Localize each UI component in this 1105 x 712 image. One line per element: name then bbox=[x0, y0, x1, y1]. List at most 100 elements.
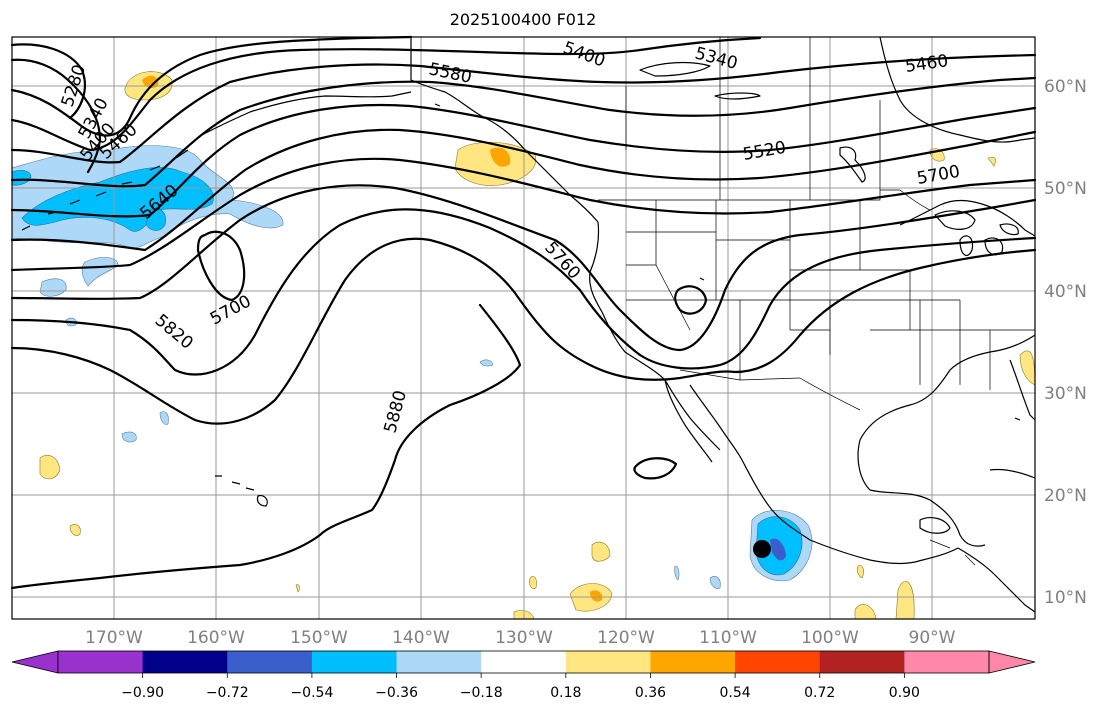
shade-orange-4 bbox=[590, 590, 603, 602]
contour-5880-w bbox=[10, 303, 522, 590]
coast-mexico-west bbox=[741, 459, 959, 565]
coast-yucatan bbox=[919, 517, 951, 534]
colorbar-cell-3 bbox=[311, 651, 398, 673]
lat-label-60n: 60°N bbox=[1044, 77, 1087, 97]
contour-5520-e bbox=[10, 128, 1037, 252]
contour-5580 bbox=[10, 76, 1037, 188]
coast-canada-east bbox=[899, 199, 1036, 237]
shade-yellow-bc bbox=[454, 141, 537, 186]
coastlines bbox=[21, 36, 1036, 613]
lon-label-150w: 150°W bbox=[290, 628, 348, 648]
colorbar-cell-2 bbox=[227, 651, 313, 673]
colorbar-frame bbox=[57, 650, 990, 674]
coast-gulf bbox=[857, 334, 1036, 547]
contour-5820 bbox=[10, 208, 1037, 376]
contour-5280 bbox=[10, 43, 87, 120]
shaded-fields bbox=[11, 71, 1036, 620]
cb-tick-9: 0.90 bbox=[889, 685, 920, 701]
cb-tick-5: 0.18 bbox=[550, 685, 581, 701]
lat-label-40n: 40°N bbox=[1044, 282, 1087, 302]
latitude-labels: 60°N 50°N 40°N 30°N 20°N 10°N bbox=[1044, 77, 1087, 608]
colorbar-cell-6 bbox=[565, 651, 651, 673]
colorbar-cell-5 bbox=[481, 651, 567, 673]
contour-5400-w bbox=[10, 35, 413, 137]
shade-yellow-3 bbox=[591, 541, 611, 562]
lat-label-30n: 30°N bbox=[1044, 384, 1087, 404]
coast-baja bbox=[664, 379, 743, 463]
colorbar-cell-4 bbox=[396, 651, 482, 673]
coast-alaska-south bbox=[199, 91, 412, 137]
lon-label-90w: 90°W bbox=[909, 628, 956, 648]
figure-title: 2025100400 F012 bbox=[450, 10, 597, 29]
lon-label-100w: 100°W bbox=[801, 628, 859, 648]
border-canada-provinces bbox=[625, 37, 881, 200]
contour-5640 bbox=[10, 103, 1037, 218]
border-us-states bbox=[626, 200, 1035, 390]
shade-lb-1 bbox=[81, 257, 119, 287]
shade-lb-2 bbox=[39, 278, 67, 297]
coast-hudson bbox=[879, 36, 1036, 143]
border-us-mexico bbox=[679, 369, 861, 411]
colorbar-cell-8 bbox=[735, 651, 821, 673]
shade-yellow-ne2 bbox=[987, 156, 996, 167]
contour-5940 bbox=[633, 457, 678, 480]
coast-cuba bbox=[989, 468, 1036, 479]
lat-label-50n: 50°N bbox=[1044, 179, 1087, 199]
shade-lb-6 bbox=[479, 359, 494, 367]
colorbar-cell-9 bbox=[819, 651, 905, 673]
coast-central-america bbox=[957, 547, 1036, 613]
cb-tick-4: −0.18 bbox=[460, 685, 503, 701]
political-borders bbox=[410, 37, 1035, 566]
contour-5700-ring2 bbox=[674, 285, 708, 315]
colorbar-cell-7 bbox=[650, 651, 736, 673]
cb-tick-0: −0.90 bbox=[121, 685, 164, 701]
shade-yellow-10 bbox=[295, 584, 300, 593]
shade-storm-core bbox=[770, 538, 786, 561]
cb-tick-6: 0.36 bbox=[635, 685, 666, 701]
coast-islands-misc bbox=[434, 103, 1021, 421]
map-panel: 5280 5340 5400 5460 5400 5340 5460 5580 … bbox=[10, 35, 1037, 620]
shade-yellow-2 bbox=[69, 524, 81, 536]
cb-tick-1: −0.72 bbox=[206, 685, 249, 701]
colorbar-cell-1 bbox=[142, 651, 228, 673]
lon-label-170w: 170°W bbox=[85, 628, 143, 648]
contour-5880 bbox=[10, 237, 1037, 425]
colorbar-cells bbox=[58, 651, 990, 678]
contour-5700-ring bbox=[196, 230, 246, 302]
coast-aleutians bbox=[21, 149, 189, 231]
colorbar-extend-high bbox=[988, 650, 1036, 674]
shade-lb-8 bbox=[674, 565, 680, 581]
coast-hawaii bbox=[215, 475, 268, 507]
cb-tick-7: 0.54 bbox=[720, 685, 751, 701]
shade-yellow-5 bbox=[529, 576, 537, 589]
longitude-labels: 170°W 160°W 150°W 140°W 130°W 120°W 110°… bbox=[85, 628, 956, 648]
contour-5460-w bbox=[10, 36, 762, 152]
cb-tick-8: 0.72 bbox=[804, 685, 835, 701]
lon-label-130w: 130°W bbox=[495, 628, 553, 648]
shade-blue-nw bbox=[21, 167, 214, 232]
lon-label-140w: 140°W bbox=[392, 628, 450, 648]
lon-label-120w: 120°W bbox=[597, 628, 655, 648]
shade-lb-4 bbox=[159, 411, 169, 425]
lon-label-110w: 110°W bbox=[699, 628, 757, 648]
lon-label-160w: 160°W bbox=[187, 628, 245, 648]
map-frame bbox=[11, 36, 1036, 620]
shade-lb-7 bbox=[709, 576, 721, 589]
shade-orange-bc bbox=[490, 147, 511, 167]
border-us-canada bbox=[598, 189, 931, 211]
storm-center-marker bbox=[753, 540, 771, 558]
coast-florida bbox=[1009, 359, 1036, 421]
lat-label-10n: 10°N bbox=[1044, 588, 1087, 608]
cb-tick-2: −0.54 bbox=[290, 685, 333, 701]
contour-5340-w bbox=[10, 58, 102, 174]
contour-5520-w bbox=[10, 53, 1037, 164]
shade-yellow-8 bbox=[856, 565, 864, 579]
coast-alaska bbox=[410, 37, 599, 223]
shade-orange-alaska bbox=[142, 75, 159, 88]
colorbar-ticks: −0.90 −0.72 −0.54 −0.36 −0.18 0.18 0.36 … bbox=[121, 685, 920, 701]
cb-tick-3: −0.36 bbox=[375, 685, 418, 701]
colorbar-cell-10 bbox=[904, 651, 990, 673]
shade-yellow-hi bbox=[39, 455, 61, 480]
coast-north-islands bbox=[639, 61, 866, 183]
